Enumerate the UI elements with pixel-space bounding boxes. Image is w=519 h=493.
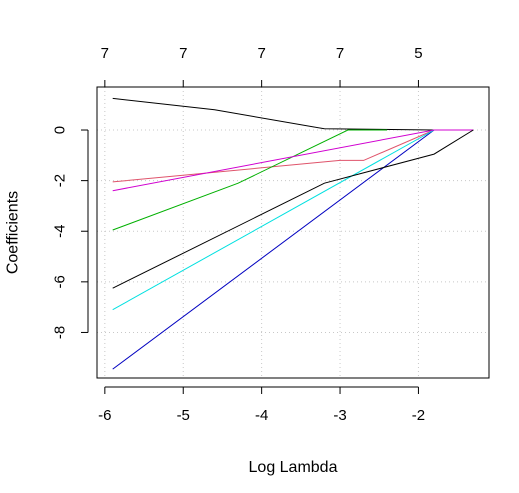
y-tick-label: -4	[52, 225, 69, 238]
y-tick-label: 0	[52, 126, 69, 134]
x-axis-title: Log Lambda	[249, 459, 338, 476]
coefficient-path-line	[112, 129, 474, 289]
coefficient-path-line	[112, 129, 435, 183]
series-lines	[112, 97, 474, 370]
top-tick-label: 7	[257, 45, 265, 62]
y-tick-label: -8	[52, 326, 69, 339]
coefficient-path-line	[112, 129, 435, 311]
y-tick-label: -6	[52, 275, 69, 288]
axes: -6 -5 -4 -3 -2 -8 -6 -4 -2 0 7 7 7 7 5	[52, 45, 426, 424]
coefficient-path-line	[112, 129, 474, 192]
x-tick-label: -2	[412, 407, 425, 424]
coefficient-path-line	[112, 129, 435, 370]
y-axis-title: Coefficients	[5, 191, 22, 274]
top-tick-label: 7	[336, 45, 344, 62]
x-tick-label: -5	[177, 407, 190, 424]
plot-frame	[96, 86, 490, 379]
grid	[97, 87, 489, 378]
coefficient-path-line	[112, 97, 435, 131]
top-tick-label: 7	[179, 45, 187, 62]
top-tick-label: 7	[101, 45, 109, 62]
x-tick-label: -3	[333, 407, 346, 424]
coefficient-path-line	[112, 129, 388, 231]
x-tick-label: -6	[98, 407, 111, 424]
y-tick-label: -2	[52, 174, 69, 187]
top-tick-label: 5	[414, 45, 422, 62]
x-tick-label: -4	[255, 407, 268, 424]
